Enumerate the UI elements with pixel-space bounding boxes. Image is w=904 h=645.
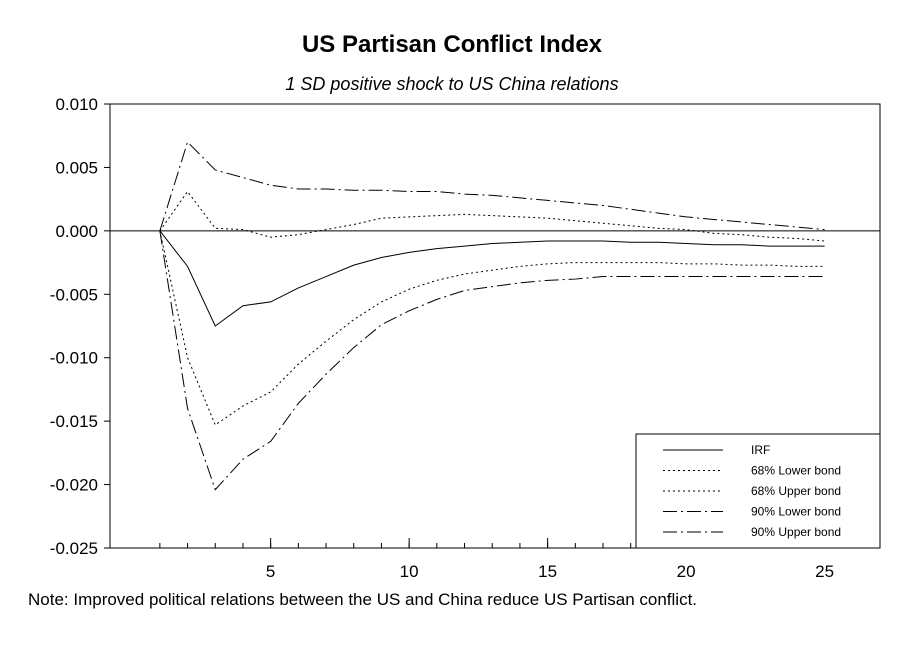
- series-line: [159, 230, 825, 327]
- y-tick-label: -0.025: [50, 539, 98, 558]
- x-tick-label: 5: [266, 562, 275, 581]
- x-axis: 5 10 15 20 25: [159, 538, 834, 581]
- y-tick-label: 0.010: [55, 95, 98, 114]
- legend-label: 68% Upper bond: [751, 484, 841, 498]
- legend-label: 90% Upper bond: [751, 525, 841, 539]
- x-tick-label: 20: [677, 562, 696, 581]
- chart-note: Note: Improved political relations betwe…: [28, 590, 698, 609]
- legend: IRF 68% Lower bond 68% Upper bond 90% Lower…: [635, 433, 881, 549]
- chart-title: US Partisan Conflict Index: [301, 31, 603, 58]
- chart-subtitle: 1 SD positive shock to US China relation…: [285, 74, 619, 94]
- y-tick-label: -0.010: [50, 349, 98, 368]
- y-tick-label: -0.005: [50, 285, 98, 304]
- legend-box: [635, 433, 881, 549]
- legend-label: 90% Lower bond: [751, 505, 841, 519]
- series-line: [159, 190, 825, 242]
- x-tick-label: 15: [538, 562, 557, 581]
- series-group: [159, 141, 825, 491]
- y-tick-label: 0.005: [55, 158, 98, 177]
- series-line: [159, 230, 825, 491]
- series-line: [159, 141, 825, 232]
- legend-label: IRF: [751, 443, 770, 457]
- y-tick-label: -0.015: [50, 412, 98, 431]
- y-tick-label: 0.000: [55, 222, 98, 241]
- series-line: [159, 230, 825, 426]
- y-axis: 0.010 0.005 0.000 -0.005 -0.010 -0.015 -0.020 -…: [50, 95, 110, 558]
- y-tick-label: -0.020: [50, 476, 98, 495]
- x-tick-label: 25: [815, 562, 834, 581]
- plot-frame: [109, 103, 881, 549]
- x-tick-label: 10: [400, 562, 419, 581]
- legend-label: 68% Lower bond: [751, 464, 841, 478]
